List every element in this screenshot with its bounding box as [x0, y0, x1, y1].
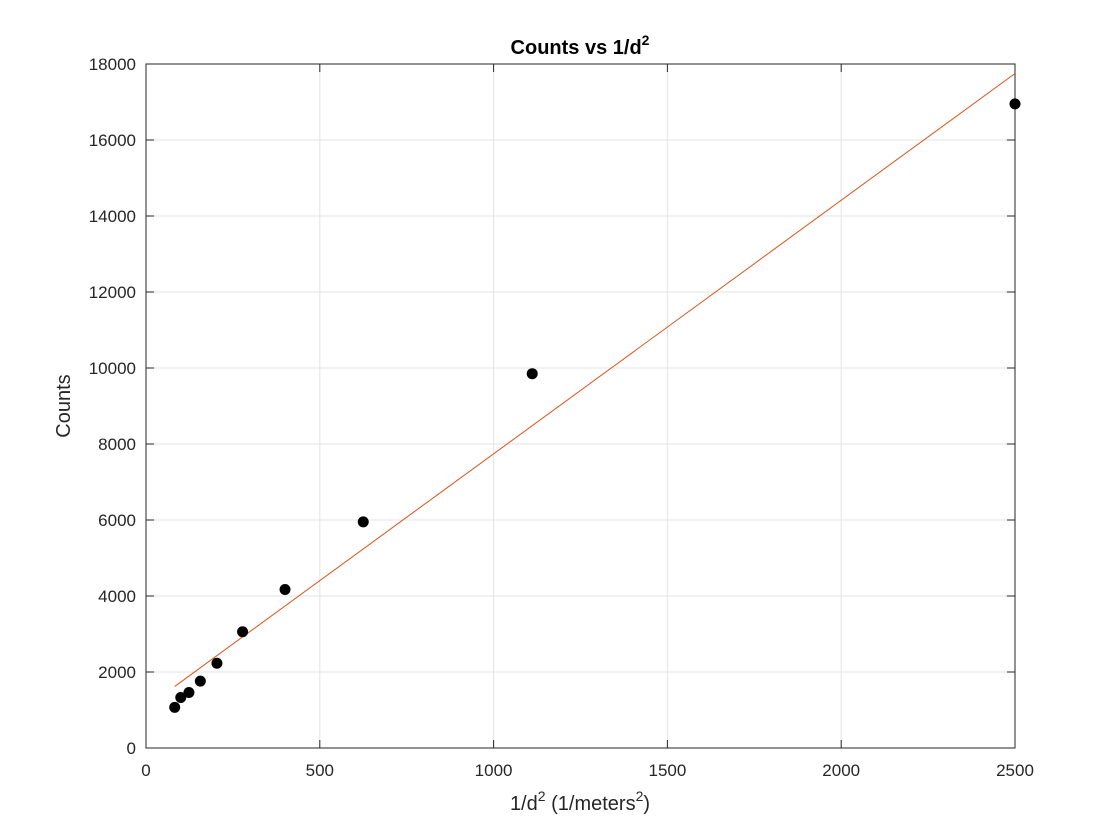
data-point	[169, 701, 181, 713]
data-point	[237, 626, 249, 638]
series-layer	[169, 73, 1021, 713]
y-tick-label: 10000	[89, 359, 136, 378]
x-axis-title-part-2: (1/meters	[546, 793, 636, 815]
y-axis-title: Counts	[53, 374, 75, 437]
x-axis-title: 1/d2 (1/meters2)	[510, 788, 650, 815]
x-axis-title-part-3: )	[643, 793, 650, 815]
data-point	[183, 687, 195, 699]
chart-title-superscript: 2	[642, 32, 650, 48]
x-axis-title-superscript-1: 2	[538, 788, 546, 804]
x-axis-title-superscript-2: 2	[636, 788, 644, 804]
x-tick-label: 0	[141, 761, 150, 780]
data-point	[194, 675, 206, 687]
x-tick-label: 1000	[475, 761, 513, 780]
y-tick-label: 2000	[98, 663, 136, 682]
tick-marks	[145, 63, 1016, 749]
data-point	[357, 516, 369, 528]
data-point	[1009, 98, 1021, 110]
x-tick-label: 1500	[648, 761, 686, 780]
axes-box	[145, 63, 1016, 749]
chart-title-text: Counts vs 1/d	[511, 37, 642, 59]
x-tick-label: 500	[306, 761, 334, 780]
x-tick-label: 2000	[822, 761, 860, 780]
y-tick-label: 0	[127, 739, 136, 758]
data-point	[526, 368, 538, 380]
fit-line	[174, 73, 1016, 687]
data-point	[175, 691, 187, 703]
y-tick-label: 16000	[89, 131, 136, 150]
data-point	[279, 584, 291, 596]
chart-title: Counts vs 1/d2	[511, 32, 650, 59]
x-tick-labels: 0 500 1000 1500 2000 2500	[141, 761, 1034, 780]
y-tick-label: 12000	[89, 283, 136, 302]
y-tick-label: 8000	[98, 435, 136, 454]
y-tick-label: 14000	[89, 207, 136, 226]
y-tick-label: 6000	[98, 511, 136, 530]
y-tick-label: 18000	[89, 55, 136, 74]
x-axis-title-part-1: 1/d	[510, 793, 538, 815]
y-tick-labels: 0 2000 4000 6000 8000 10000 12000 14000 16000 180…	[89, 55, 136, 758]
plot-area	[146, 64, 1015, 748]
axes-frame	[145, 63, 1016, 749]
x-tick-label: 2500	[996, 761, 1034, 780]
y-tick-label: 4000	[98, 587, 136, 606]
data-point	[211, 657, 223, 669]
